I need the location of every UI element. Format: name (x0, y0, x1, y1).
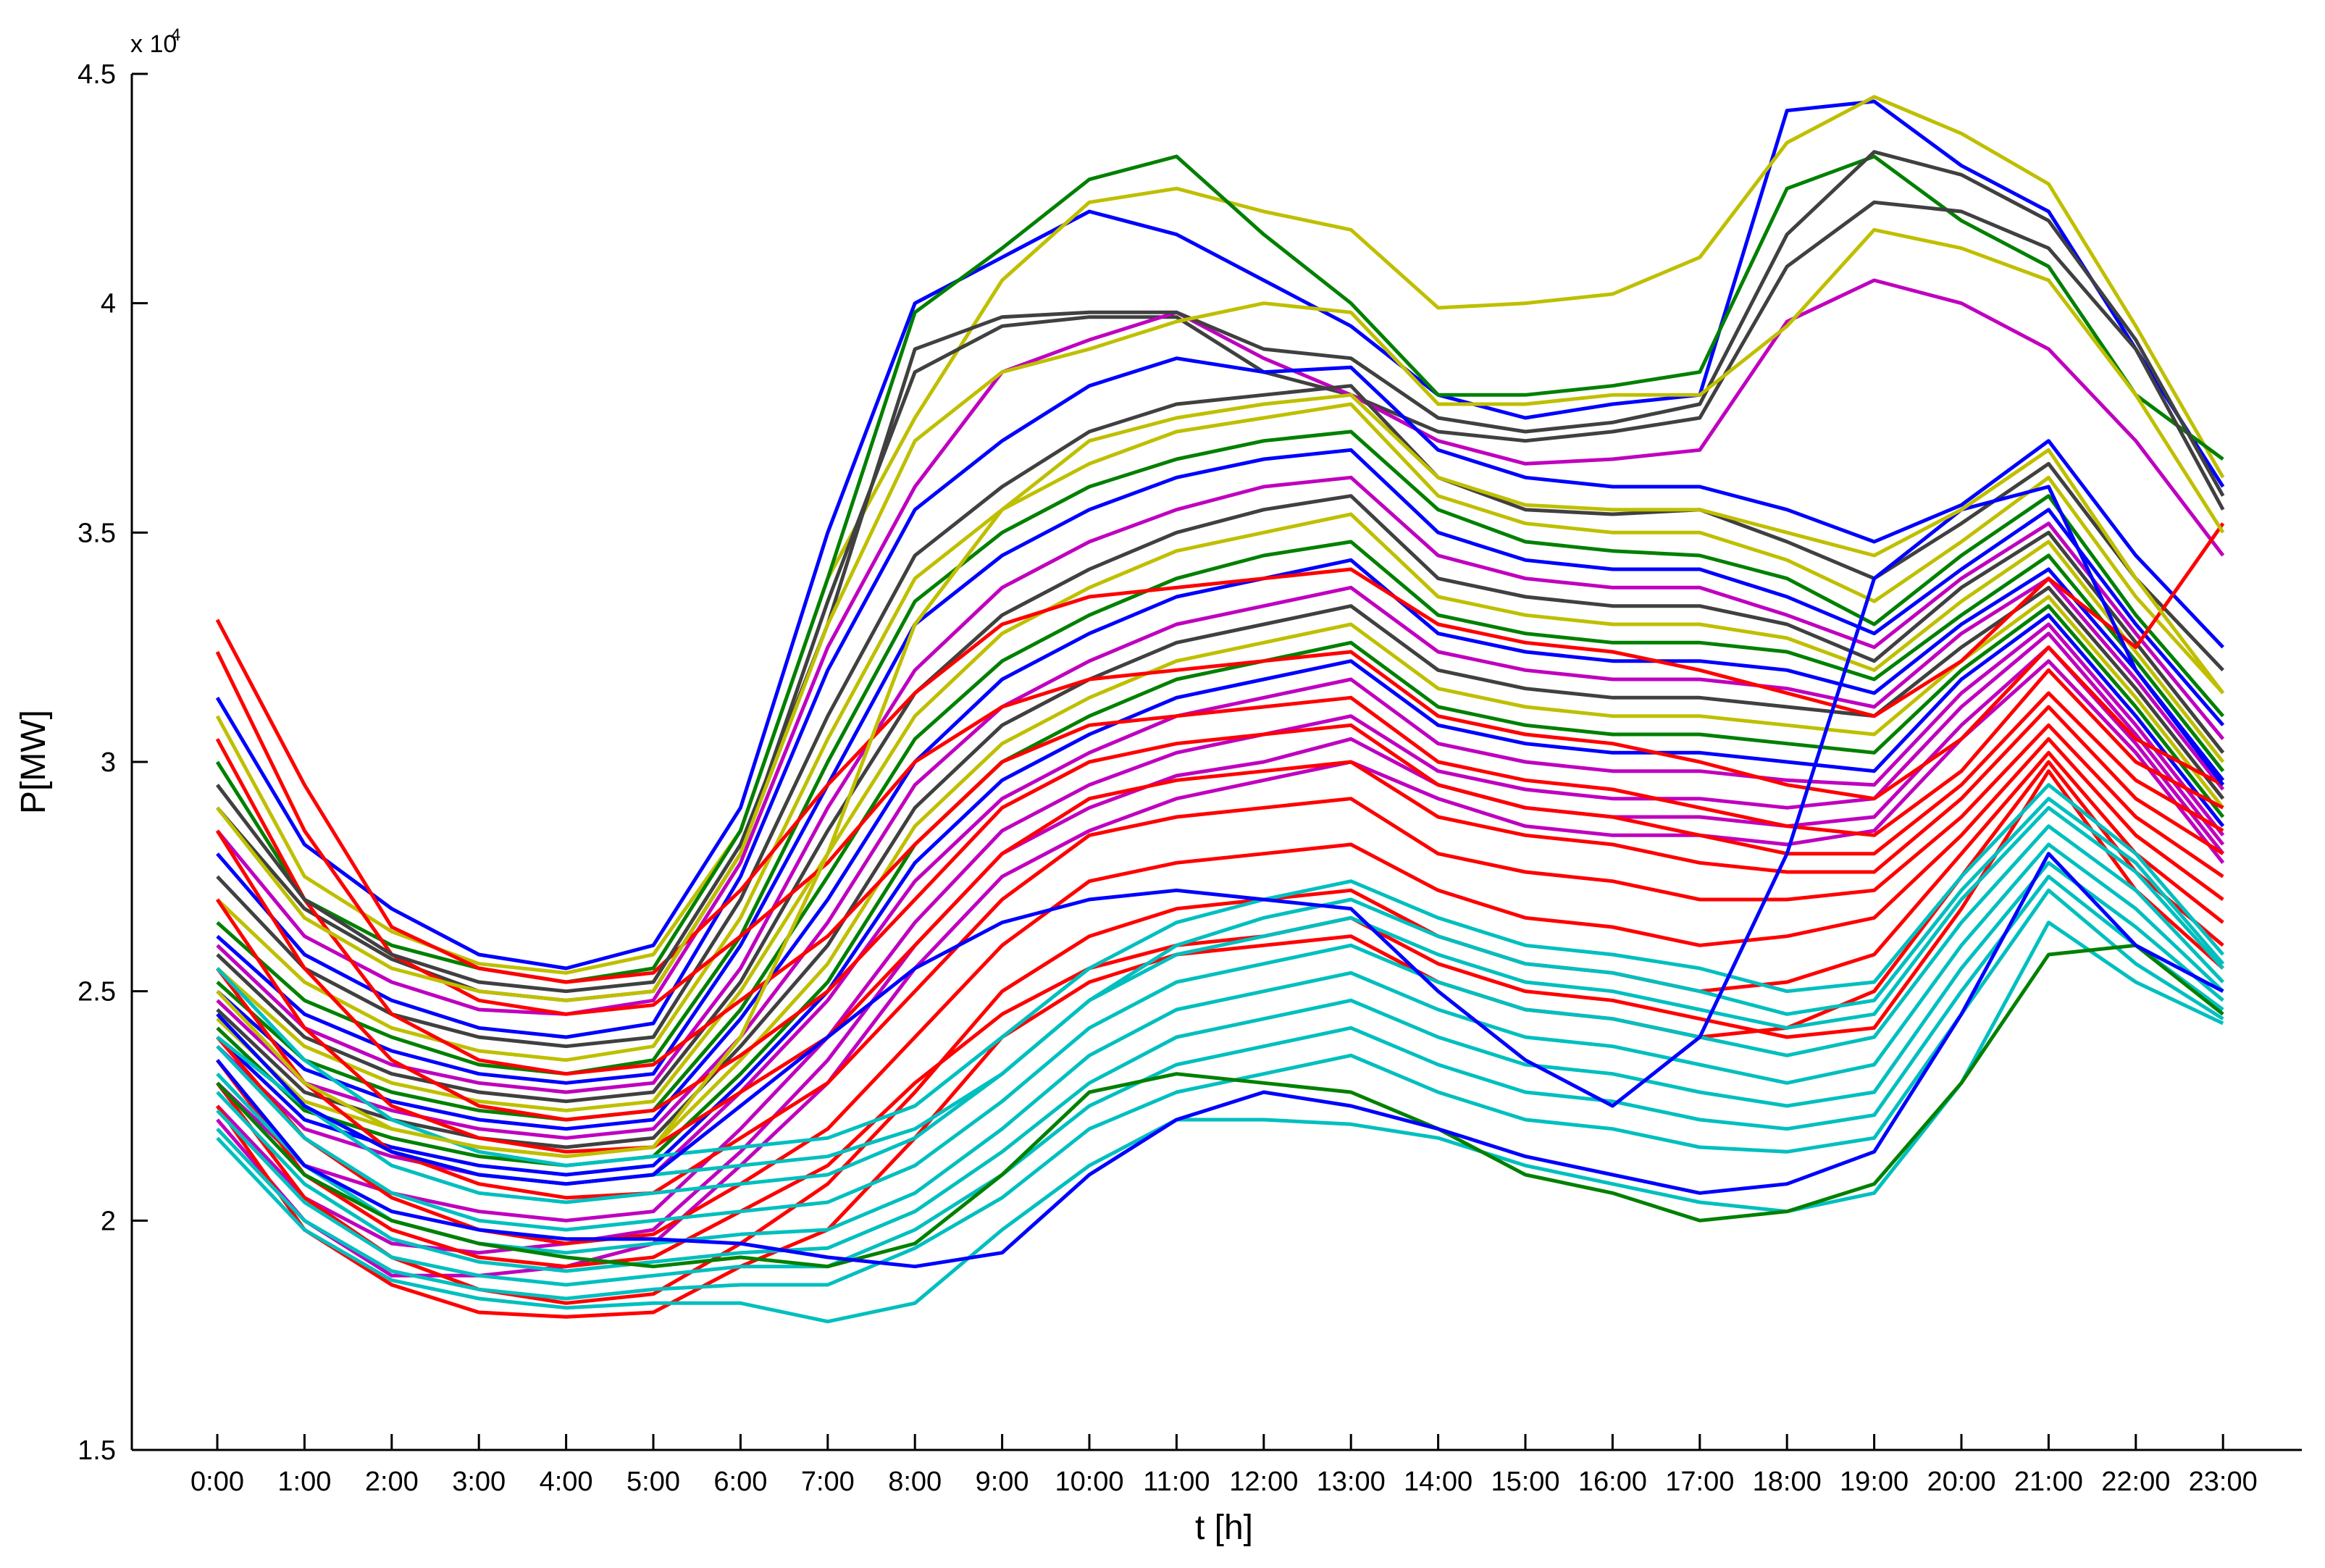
series-line-8 (216, 429, 2225, 1076)
series-line-28 (215, 705, 2224, 1154)
series-line-22 (216, 645, 2225, 1255)
series-line-29 (216, 723, 2224, 1200)
series-line-41 (216, 921, 2224, 1324)
series-line-1 (215, 95, 2225, 975)
x-tick-label: 13:00 (1317, 1467, 1386, 1497)
x-tick-label: 5:00 (627, 1467, 680, 1497)
series-line-9 (216, 448, 2225, 1085)
series-line-31 (216, 750, 2224, 1305)
series-line-36 (216, 824, 2225, 1232)
series-line-0 (215, 99, 2225, 970)
series-layer (215, 95, 2225, 1324)
series-line-35 (216, 805, 2225, 1204)
x-tick-label: 11:00 (1143, 1467, 1210, 1497)
x-tick-label: 2:00 (365, 1467, 419, 1497)
series-line-24 (215, 522, 2225, 984)
y-axis-title: P[MW] (14, 710, 53, 814)
series-line-40 (216, 888, 2224, 1301)
x-tick-label: 14:00 (1404, 1467, 1472, 1497)
series-line-3 (216, 200, 2225, 1002)
series-line-44 (216, 852, 2224, 1269)
x-tick-label: 17:00 (1665, 1467, 1734, 1497)
y-tick-label: 3 (101, 747, 116, 778)
y-tick-label: 3.5 (78, 518, 116, 548)
x-tick-label: 16:00 (1578, 1467, 1647, 1497)
y-multiplier-label: x 10 (130, 30, 177, 58)
x-tick-label: 6:00 (713, 1467, 767, 1497)
series-line-37 (216, 842, 2224, 1255)
x-tick-label: 7:00 (801, 1467, 855, 1497)
series-line-48 (216, 227, 2225, 1002)
series-line-30 (216, 737, 2224, 1246)
x-tick-label: 21:00 (2014, 1467, 2083, 1497)
series-line-26 (215, 668, 2224, 1076)
x-tick-label: 12:00 (1229, 1467, 1298, 1497)
x-tick-label: 9:00 (976, 1467, 1029, 1497)
series-line-27 (215, 691, 2224, 1122)
y-tick-label: 4.5 (78, 59, 116, 90)
series-line-11 (216, 494, 2225, 1104)
y-tick-label: 1.5 (78, 1435, 116, 1466)
series-line-34 (216, 783, 2225, 1167)
series-line-7 (216, 402, 2225, 1062)
series-line-25 (215, 645, 2224, 1016)
series-line-5 (216, 356, 2225, 1039)
series-line-45 (216, 485, 2225, 1186)
x-tick-label: 3:00 (452, 1467, 506, 1497)
x-tick-label: 18:00 (1753, 1467, 1822, 1497)
series-line-32 (215, 760, 2224, 1319)
y-tick-layer: 1.5 2 2.5 3 3.5 4 4.5 (78, 59, 148, 1466)
y-tick-label: 4 (101, 289, 116, 319)
x-tick-label: 19:00 (1840, 1467, 1909, 1497)
series-line-46 (216, 393, 2225, 1159)
series-line-39 (216, 874, 2224, 1287)
y-multiplier-exponent: 4 (171, 25, 180, 45)
series-line-38 (216, 860, 2224, 1273)
series-line-21 (216, 632, 2225, 1223)
x-tick-label: 1:00 (277, 1467, 331, 1497)
x-tick-label: 0:00 (190, 1467, 244, 1497)
series-line-43 (216, 943, 2224, 1269)
series-line-47 (216, 150, 2225, 994)
series-line-12 (216, 512, 2225, 1112)
series-line-15 (216, 577, 2225, 1140)
x-tick-label: 10:00 (1055, 1467, 1123, 1497)
x-tick-label: 4:00 (540, 1467, 593, 1497)
series-line-14 (216, 558, 2225, 1131)
x-tick-label: 23:00 (2189, 1467, 2258, 1497)
series-line-16 (216, 585, 2225, 1149)
series-line-33 (216, 769, 2224, 1269)
y-tick-label: 2 (101, 1206, 116, 1236)
x-tick-label: 8:00 (888, 1467, 942, 1497)
axes-layer (130, 74, 2302, 1451)
x-tick-layer: 0:00 1:00 2:00 3:00 4:00 5:00 6:00 7:00 8:00 9:00… (190, 1434, 2258, 1497)
x-tick-label: 15:00 (1491, 1467, 1559, 1497)
x-tick-label: 20:00 (1927, 1467, 1995, 1497)
series-line-19 (216, 613, 2225, 1177)
x-tick-label: 22:00 (2101, 1467, 2170, 1497)
series-line-10 (216, 475, 2225, 1094)
y-tick-label: 2.5 (78, 977, 116, 1007)
x-axis-title: t [h] (1195, 1509, 1253, 1547)
